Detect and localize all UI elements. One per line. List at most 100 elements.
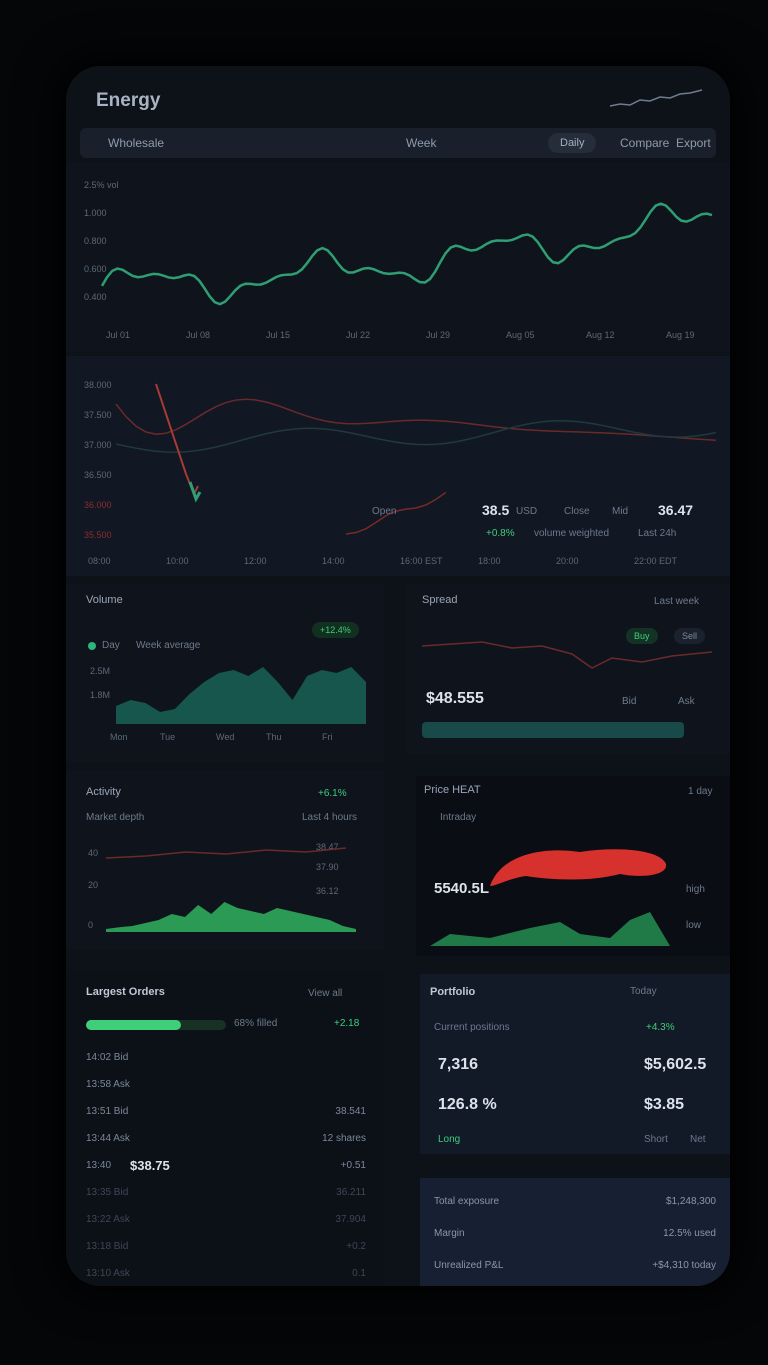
main-x-label: Jul 08 xyxy=(186,330,211,340)
order-row-price: $38.75 xyxy=(130,1158,170,1173)
secondary-series-drop xyxy=(155,383,199,497)
main-x-label: Jul 15 xyxy=(266,330,291,340)
order-row[interactable]: 13:35 Bid 36.211 xyxy=(86,1183,366,1205)
orders-title: Largest Orders xyxy=(86,986,165,998)
secondary-y-label: 36.500 xyxy=(84,470,112,480)
heat-range[interactable]: 1 day xyxy=(688,786,713,797)
main-price-line-chart xyxy=(100,202,713,306)
order-row-time: 13:44 Ask xyxy=(86,1133,130,1144)
activity-y-label: 0 xyxy=(88,920,94,930)
secondary-series-tip xyxy=(188,481,202,503)
activity-title: Activity xyxy=(86,786,121,798)
main-x-label: Aug 12 xyxy=(586,330,615,340)
portfolio-value: $5,602.5 xyxy=(644,1056,707,1073)
activity-badge: +6.1% xyxy=(318,788,347,799)
activity-subtitle: Market depth xyxy=(86,812,145,823)
spread-bid-note: Bid xyxy=(622,696,637,707)
orders-view-all[interactable]: View all xyxy=(308,988,343,999)
main-price-chart: 2.5% vol 1.000 0.800 0.600 0.400 Jul 01 Jul 0… xyxy=(66,162,730,352)
heat-legend: Intraday xyxy=(440,812,477,823)
volume-badge: +12.4% xyxy=(312,622,359,638)
main-x-label: Jul 29 xyxy=(426,330,451,340)
main-x-label: Aug 05 xyxy=(506,330,535,340)
order-row[interactable]: 13:44 Ask 12 shares xyxy=(86,1129,366,1151)
volume-x-label: Mon xyxy=(110,732,128,742)
secondary-series-teal xyxy=(115,420,717,453)
secondary-x-label: 08:00 xyxy=(88,556,111,566)
spread-buy-chip[interactable]: Buy xyxy=(626,628,658,644)
view-pill[interactable]: Daily xyxy=(548,133,597,153)
portfolio-unit-price: $3.85 xyxy=(644,1096,685,1113)
heat-value: 5540.5L xyxy=(434,880,490,897)
volume-y-label: 2.5M xyxy=(90,666,111,676)
legend-close-value: 36.47 xyxy=(658,502,694,518)
secondary-x-label: 10:00 xyxy=(166,556,189,566)
summary-row-value: 12.5% used xyxy=(663,1228,716,1239)
activity-right-label: 37.90 xyxy=(316,862,339,872)
order-row-time: 13:22 Ask xyxy=(86,1214,130,1225)
order-row-time: 13:58 Ask xyxy=(86,1079,130,1090)
heat-high-zone xyxy=(490,849,667,886)
main-y-label: 1.000 xyxy=(84,208,107,218)
main-y-label: 0.400 xyxy=(84,292,107,302)
order-row[interactable]: 13:22 Ask 37.904 xyxy=(86,1210,366,1232)
portfolio-ratio: 126.8 % xyxy=(438,1096,497,1113)
activity-right-label: 38.47 xyxy=(316,842,339,852)
volume-area-chart xyxy=(116,667,366,724)
order-row[interactable]: 13:40 $38.75 +0.51 xyxy=(86,1156,366,1178)
heat-title: Price HEAT xyxy=(424,784,481,796)
spread-sell-chip[interactable]: Sell xyxy=(674,628,706,644)
secondary-y-label: 38.000 xyxy=(84,380,112,390)
activity-subtitle-right: Last 4 hours xyxy=(302,812,358,823)
top-bar: Energy xyxy=(66,66,730,128)
order-row[interactable]: 13:58 Ask xyxy=(86,1075,366,1097)
portfolio-range[interactable]: Today xyxy=(630,986,657,997)
compare-button[interactable]: Compare xyxy=(620,136,670,150)
toolbar: Wholesale Week Daily Compare Export xyxy=(80,128,716,158)
order-row-time: 13:18 Bid xyxy=(86,1241,129,1252)
export-button[interactable]: Export xyxy=(676,136,711,150)
summary-row: Unrealized P&L +$4,310 today xyxy=(434,1256,716,1278)
activity-panel: Activity +6.1% Market depth Last 4 hours… xyxy=(66,770,384,950)
order-row-value: 0.1 xyxy=(352,1268,366,1279)
volume-title: Volume xyxy=(86,594,123,606)
order-row-time: 13:35 Bid xyxy=(86,1187,129,1198)
legend-close-label: Close xyxy=(564,506,590,517)
orders-panel: Largest Orders View all 68% filled +2.18… xyxy=(66,970,384,1286)
orders-progress-fill xyxy=(86,1020,182,1030)
volume-x-label: Fri xyxy=(322,732,333,742)
activity-line xyxy=(105,847,347,859)
volume-legend-b: Week average xyxy=(136,640,201,651)
summary-row-label: Unrealized P&L xyxy=(434,1260,504,1271)
secondary-x-label: 18:00 xyxy=(478,556,501,566)
order-row[interactable]: 13:51 Bid 38.541 xyxy=(86,1102,366,1124)
portfolio-short: Short xyxy=(644,1134,668,1145)
app-title: Energy xyxy=(96,90,161,111)
secondary-y-label: 37.500 xyxy=(84,410,112,420)
activity-y-label: 20 xyxy=(88,880,99,890)
heat-panel: Price HEAT 1 day Intraday 5540.5L high l… xyxy=(416,776,730,956)
order-row[interactable]: 13:18 Bid +0.2 xyxy=(86,1237,366,1259)
secondary-series-low xyxy=(345,491,447,535)
order-row[interactable]: 13:10 Ask 0.1 xyxy=(86,1264,366,1286)
range-selector[interactable]: Week xyxy=(406,136,437,150)
summary-row: Margin 12.5% used xyxy=(434,1224,716,1246)
volume-x-label: Thu xyxy=(266,732,282,742)
order-row[interactable]: 14:02 Bid xyxy=(86,1048,366,1070)
main-y-label: 0.600 xyxy=(84,264,107,274)
orders-progress-label: 68% filled xyxy=(234,1018,278,1029)
secondary-x-label: 14:00 xyxy=(322,556,345,566)
symbol-selector[interactable]: Wholesale xyxy=(108,136,165,150)
portfolio-change: +4.3% xyxy=(646,1022,675,1033)
legend-open-unit: USD xyxy=(516,506,538,517)
legend-note: volume weighted xyxy=(534,528,610,539)
portfolio-net: Net xyxy=(690,1134,706,1145)
spread-panel: Spread Last week Buy Sell $48.555 Bid As… xyxy=(406,584,730,754)
main-y-label: 2.5% vol xyxy=(84,180,119,190)
summary-row-label: Total exposure xyxy=(434,1196,500,1207)
spread-range[interactable]: Last week xyxy=(654,596,700,607)
summary-row-value: +$4,310 today xyxy=(652,1260,716,1271)
secondary-y-label: 37.000 xyxy=(84,440,112,450)
order-row-value: 36.211 xyxy=(336,1187,366,1198)
volume-area xyxy=(116,667,366,724)
